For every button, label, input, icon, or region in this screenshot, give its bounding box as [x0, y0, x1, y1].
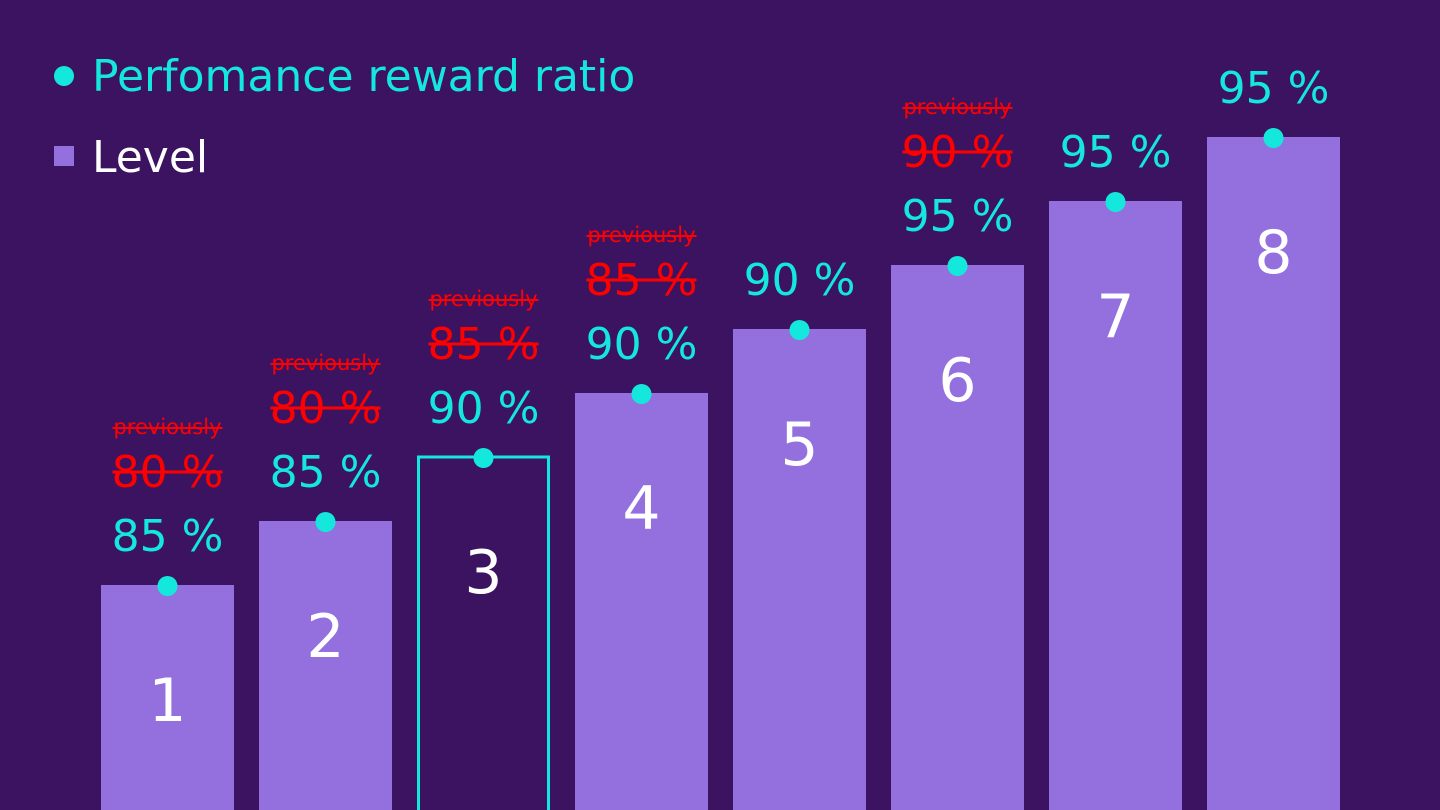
bar-level-5	[733, 329, 866, 810]
ratio-label: 95 %	[1218, 63, 1330, 114]
ratio-point	[1263, 128, 1284, 148]
ratio-label: 95 %	[1060, 127, 1172, 178]
ratio-point	[789, 320, 810, 340]
bar-group	[101, 137, 1340, 810]
bar-level-label: 5	[780, 410, 818, 480]
legend: Perfomance reward ratio Level	[54, 51, 635, 183]
ratio-point	[631, 384, 652, 404]
legend-level-label: Level	[92, 132, 208, 183]
bar-level-label: 6	[938, 346, 976, 416]
bar-level-3-highlighted	[417, 455, 550, 810]
ratio-point	[1105, 192, 1126, 212]
bar-level-1	[101, 585, 234, 810]
ratio-label: 95 %	[902, 191, 1014, 242]
ratio-point	[947, 256, 968, 276]
bar-level-6	[891, 265, 1024, 810]
legend-level-marker	[54, 146, 74, 166]
bar-level-label: 1	[148, 666, 186, 736]
ratio-point	[157, 576, 178, 596]
bar-level-8	[1207, 137, 1340, 810]
ratio-point	[315, 512, 336, 532]
bar-level-label: 8	[1254, 218, 1292, 288]
ratio-label: 85 %	[270, 447, 382, 498]
bar-level-4	[575, 393, 708, 810]
ratio-label: 85 %	[112, 511, 224, 562]
ratio-label: 90 %	[586, 319, 698, 370]
legend-ratio-label: Perfomance reward ratio	[92, 51, 635, 102]
legend-ratio-marker	[54, 66, 74, 86]
ratio-point	[473, 448, 494, 468]
bar-level-7	[1049, 201, 1182, 810]
bar-level-label: 4	[622, 474, 660, 544]
bar-level-label: 7	[1096, 282, 1134, 352]
ratio-label: 90 %	[744, 255, 856, 306]
ratio-label: 90 %	[428, 383, 540, 434]
bar-level-2	[259, 521, 392, 810]
bar-level-label: 3	[464, 538, 502, 608]
bar-level-label: 2	[306, 602, 344, 672]
